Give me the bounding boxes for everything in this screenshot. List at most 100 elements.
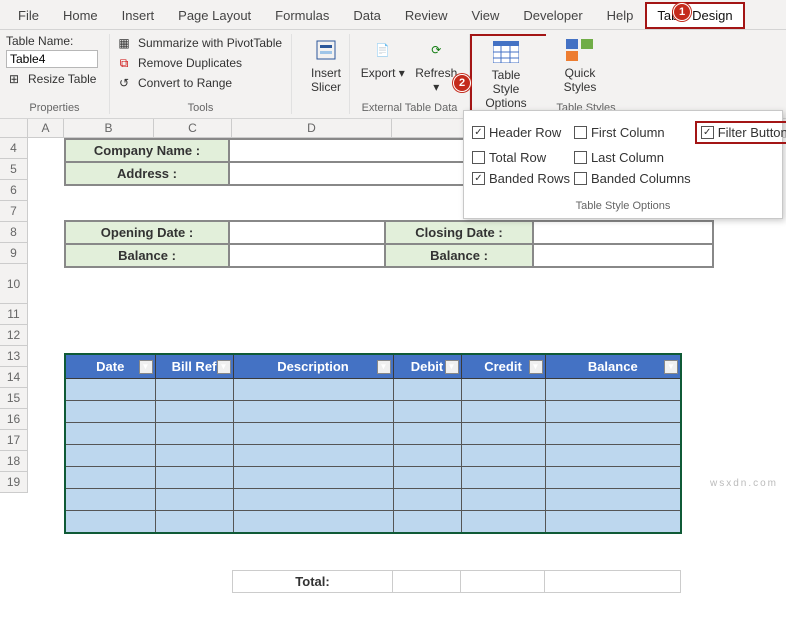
tools-group-label: Tools (116, 100, 285, 114)
table-row[interactable] (65, 467, 681, 489)
col-D[interactable]: D (232, 119, 392, 137)
row-18[interactable]: 18 (0, 451, 28, 472)
first-column-checkbox[interactable]: First Column (574, 121, 691, 144)
properties-group-label: Properties (6, 100, 103, 114)
row-14[interactable]: 14 (0, 367, 28, 388)
banded-columns-checkbox[interactable]: Banded Columns (574, 171, 691, 186)
table-row[interactable] (65, 401, 681, 423)
tab-table-design[interactable]: Table Design (645, 2, 744, 29)
table-style-options-button[interactable]: Table Style Options (478, 36, 534, 112)
last-column-checkbox[interactable]: Last Column (574, 150, 691, 165)
pivot-icon: ▦ (116, 35, 132, 51)
opening-date-cell[interactable] (229, 221, 385, 244)
dates-table: Opening Date : Closing Date : Balance : … (64, 220, 714, 268)
total-label: Total: (233, 571, 393, 593)
row-11[interactable]: 11 (0, 304, 28, 325)
slicer-icon (312, 36, 340, 64)
th-balance[interactable]: Balance▼ (545, 354, 681, 379)
total-credit[interactable] (461, 571, 545, 593)
filter-desc-icon[interactable]: ▼ (377, 360, 391, 374)
resize-table-label: Resize Table (28, 72, 96, 86)
table-row[interactable] (65, 423, 681, 445)
tso-panel-label: Table Style Options (472, 200, 774, 212)
filter-date-icon[interactable]: ▼ (139, 360, 153, 374)
company-name-label: Company Name : (65, 139, 229, 162)
total-row: Total: (232, 570, 681, 593)
tab-review[interactable]: Review (393, 2, 460, 29)
table-style-options-icon (492, 38, 520, 66)
row-8[interactable]: 8 (0, 222, 28, 243)
opening-balance-label: Balance : (65, 244, 229, 267)
closing-date-cell[interactable] (533, 221, 713, 244)
opening-date-label: Opening Date : (65, 221, 229, 244)
row-16[interactable]: 16 (0, 409, 28, 430)
tab-data[interactable]: Data (341, 2, 392, 29)
table-row[interactable] (65, 511, 681, 533)
callout-2: 2 (453, 74, 471, 92)
total-row-checkbox[interactable]: Total Row (472, 150, 570, 165)
export-icon: 📄 (369, 36, 397, 64)
th-desc[interactable]: Description▼ (233, 354, 393, 379)
quick-styles-icon (566, 36, 594, 64)
tab-insert[interactable]: Insert (110, 2, 167, 29)
row-4[interactable]: 4 (0, 138, 28, 159)
opening-balance-cell[interactable] (229, 244, 385, 267)
closing-balance-label: Balance : (385, 244, 533, 267)
tab-home[interactable]: Home (51, 2, 110, 29)
row-17[interactable]: 17 (0, 430, 28, 451)
table-name-input[interactable] (6, 50, 98, 68)
table-row[interactable] (65, 379, 681, 401)
ledger-table: Date▼ Bill Ref▼ Description▼ Debit▼ Cred… (64, 353, 682, 534)
th-debit[interactable]: Debit▼ (393, 354, 461, 379)
row-9[interactable]: 9 (0, 243, 28, 264)
th-billref[interactable]: Bill Ref▼ (155, 354, 233, 379)
filter-balance-icon[interactable]: ▼ (664, 360, 678, 374)
filter-billref-icon[interactable]: ▼ (217, 360, 231, 374)
th-credit[interactable]: Credit▼ (461, 354, 545, 379)
col-B[interactable]: B (64, 119, 154, 137)
table-row[interactable] (65, 489, 681, 511)
row-15[interactable]: 15 (0, 388, 28, 409)
tab-developer[interactable]: Developer (511, 2, 594, 29)
tab-view[interactable]: View (459, 2, 511, 29)
resize-table-icon: ⊞ (6, 71, 22, 87)
total-debit[interactable] (393, 571, 461, 593)
extdata-group-label: External Table Data (356, 100, 463, 114)
filter-debit-icon[interactable]: ▼ (445, 360, 459, 374)
tab-page-layout[interactable]: Page Layout (166, 2, 263, 29)
watermark: wsxdn.com (710, 478, 778, 489)
row-13[interactable]: 13 (0, 346, 28, 367)
convert-range-icon: ↺ (116, 75, 132, 91)
table-name-label: Table Name: (6, 34, 103, 48)
summarize-pivot-button[interactable]: ▦Summarize with PivotTable (116, 34, 285, 52)
row-6[interactable]: 6 (0, 180, 28, 201)
export-button[interactable]: 📄Export ▾ (356, 34, 410, 96)
col-C[interactable]: C (154, 119, 232, 137)
row-12[interactable]: 12 (0, 325, 28, 346)
insert-slicer-button[interactable]: Insert Slicer (298, 34, 354, 96)
banded-rows-checkbox[interactable]: ✓Banded Rows (472, 171, 570, 186)
row-5[interactable]: 5 (0, 159, 28, 180)
resize-table-button[interactable]: ⊞ Resize Table (6, 70, 103, 88)
filter-credit-icon[interactable]: ▼ (529, 360, 543, 374)
total-balance[interactable] (545, 571, 681, 593)
convert-range-button[interactable]: ↺Convert to Range (116, 74, 285, 92)
col-A[interactable]: A (28, 119, 64, 137)
row-7[interactable]: 7 (0, 201, 28, 222)
remove-dupes-icon: ⧉ (116, 55, 132, 71)
remove-duplicates-button[interactable]: ⧉Remove Duplicates (116, 54, 285, 72)
tab-help[interactable]: Help (595, 2, 646, 29)
row-19[interactable]: 19 (0, 472, 28, 493)
closing-balance-cell[interactable] (533, 244, 713, 267)
row-10[interactable]: 10 (0, 264, 28, 304)
tab-formulas[interactable]: Formulas (263, 2, 341, 29)
th-date[interactable]: Date▼ (65, 354, 155, 379)
header-row-checkbox[interactable]: ✓Header Row (472, 121, 570, 144)
table-row[interactable] (65, 445, 681, 467)
address-label: Address : (65, 162, 229, 185)
table-style-options-panel: ✓Header Row First Column ✓Filter Button … (463, 110, 783, 219)
quick-styles-button[interactable]: Quick Styles (552, 34, 608, 96)
filter-button-checkbox[interactable]: ✓Filter Button (701, 125, 786, 140)
closing-date-label: Closing Date : (385, 221, 533, 244)
tab-file[interactable]: File (6, 2, 51, 29)
